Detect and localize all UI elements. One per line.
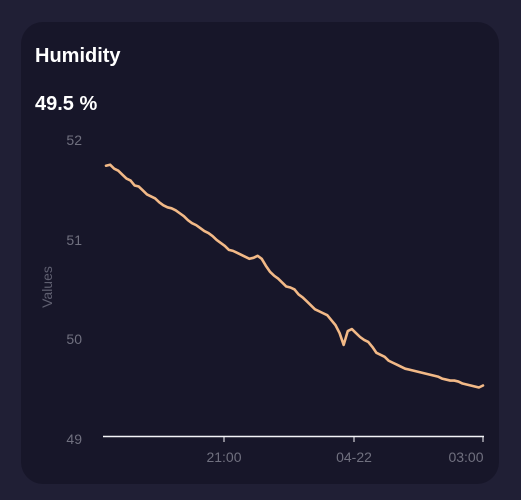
y-tick-label: 50 xyxy=(66,331,82,347)
y-axis: 52 51 50 49 Values xyxy=(39,132,82,447)
humidity-series-line[interactable] xyxy=(104,163,485,389)
x-axis: 21:00 04-22 03:00 xyxy=(103,435,484,465)
y-axis-label: Values xyxy=(39,266,55,308)
current-humidity-value: 49.5 % xyxy=(35,93,98,115)
x-tick-label: 04-22 xyxy=(336,449,372,465)
x-tick-label: 03:00 xyxy=(448,449,483,465)
y-tick-label: 49 xyxy=(66,431,82,447)
humidity-card[interactable] xyxy=(21,22,499,484)
x-tick-label: 21:00 xyxy=(206,449,241,465)
card-title: Humidity xyxy=(35,45,121,67)
y-tick-label: 51 xyxy=(66,232,82,248)
y-tick-label: 52 xyxy=(66,132,82,148)
